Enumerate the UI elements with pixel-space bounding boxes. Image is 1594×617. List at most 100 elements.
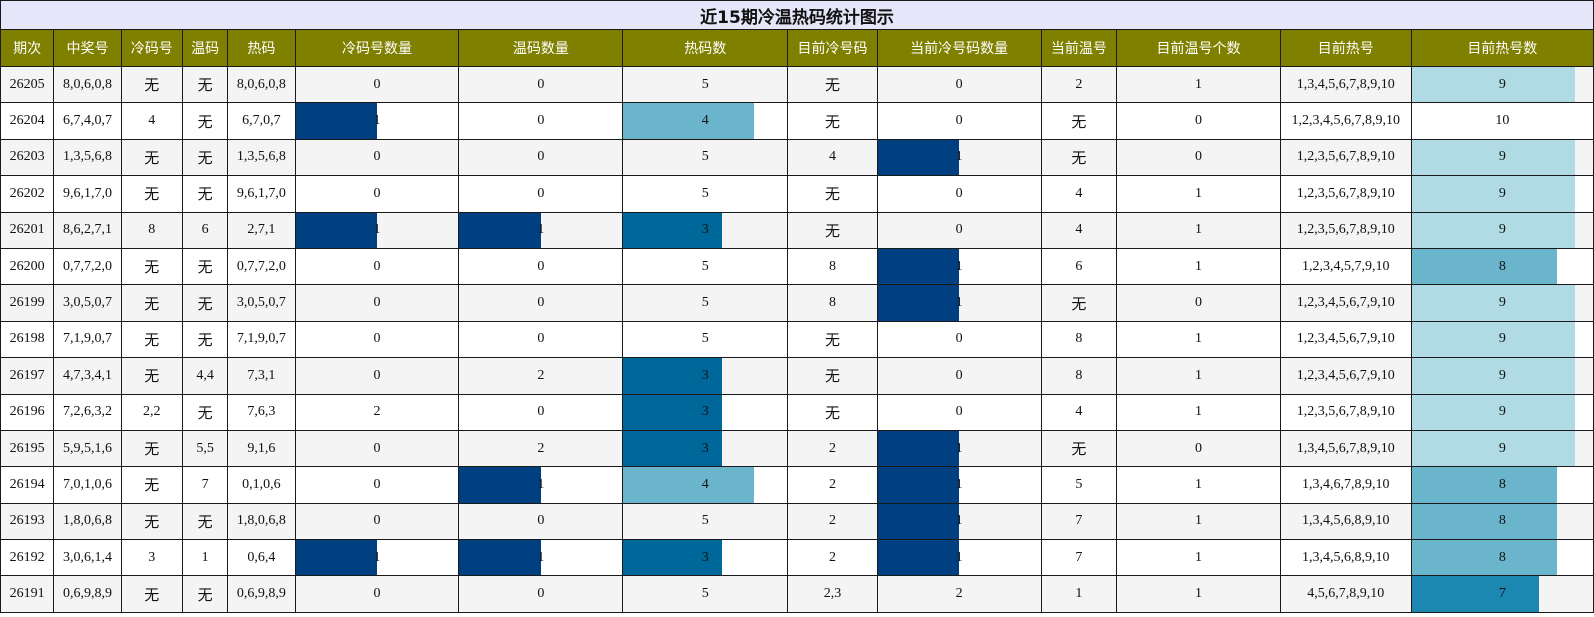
table-cell: 0: [294, 320, 460, 359]
table-cell: 1: [458, 466, 624, 504]
cell-value: 0: [373, 586, 381, 602]
table-cell: 6,7,4,0,7: [53, 102, 122, 140]
table-cell: 4,4: [181, 357, 229, 395]
table-cell: 0,1,0,6: [227, 466, 296, 504]
table-cell: 5,9,5,1,6: [53, 429, 122, 468]
table-cell: 1: [1116, 575, 1281, 613]
table-cell: 8: [1410, 466, 1594, 504]
data-bar: [1412, 285, 1575, 321]
column-header: 温码: [181, 29, 229, 67]
cell-value: 0: [373, 76, 381, 92]
table-cell: 7,6,3: [227, 393, 296, 431]
table-cell: 2: [876, 575, 1042, 613]
cell-value: 0: [373, 476, 381, 492]
cell-value: 5: [701, 513, 709, 529]
cell-value: 9: [1498, 76, 1506, 92]
table-cell: 无: [181, 175, 229, 213]
cell-value: 1: [955, 476, 963, 492]
table-cell: 无: [787, 175, 878, 213]
table-row: 26193 1,8,0,6,8 无无 1,8,0,6,8 0 0 5 2 1 7 1 1,3,4,5,…: [0, 502, 1594, 541]
cell-value: 8: [1498, 513, 1506, 529]
table-cell: 1: [294, 102, 460, 140]
table-cell: 5: [622, 65, 789, 104]
table-cell: 1,3,4,5,6,7,8,9,10: [1279, 65, 1412, 104]
data-bar: [878, 431, 960, 466]
cell-value: 0: [373, 331, 381, 347]
cell-value: 5: [701, 295, 709, 311]
table-cell: 7: [1410, 575, 1594, 613]
table-cell: 1,2,3,5,6,7,8,9,10: [1279, 138, 1412, 177]
cell-value: 0: [373, 440, 381, 456]
cell-value: 8: [1498, 258, 1506, 274]
column-header: 当前冷号码数量: [876, 29, 1042, 67]
table-cell: 0: [458, 138, 624, 177]
header-row: 期次 中奖号 冷码号 温码 热码 冷码号数量 温码数量 热码数 目前冷号码 当前冷号码数量 当前温号…: [0, 29, 1594, 67]
table-cell: 无: [120, 320, 183, 359]
table-cell: 1,8,0,6,8: [227, 502, 296, 541]
table-cell: 7: [181, 466, 229, 504]
table-cell: 1: [294, 211, 460, 249]
table-cell: 无: [787, 320, 878, 359]
table-cell: 0,6,4: [227, 539, 296, 577]
table-cell: 1: [1116, 539, 1281, 577]
table-cell: 10: [1410, 102, 1594, 140]
table-cell: 1: [1116, 175, 1281, 213]
table-cell: 无: [181, 284, 229, 322]
table-row: 26199 3,0,5,0,7 无无 3,0,5,0,7 0 0 5 8 1 无 0 1,2,3,4,…: [0, 284, 1594, 322]
cell-value: 5: [701, 185, 709, 201]
data-bar: [1412, 140, 1575, 175]
table-cell: 5: [622, 247, 789, 286]
table-title: 近15期冷温热码统计图示: [0, 0, 1594, 30]
table-cell: 无: [181, 502, 229, 541]
cell-value: 4: [701, 476, 709, 492]
table-cell: 26196: [0, 393, 55, 431]
table-cell: 1: [458, 211, 624, 249]
table-cell: 1: [294, 539, 460, 577]
table-cell: 1: [1116, 357, 1281, 395]
table-cell: 0: [294, 502, 460, 541]
table-cell: 0: [294, 247, 460, 286]
data-bar: [878, 540, 960, 575]
cell-value: 0: [537, 149, 545, 165]
table-cell: 无: [120, 357, 183, 395]
table-cell: 9: [1410, 284, 1594, 322]
data-bar: [623, 358, 722, 394]
data-bar: [1412, 358, 1575, 394]
table-cell: 5: [1040, 466, 1118, 504]
table-cell: 9: [1410, 175, 1594, 213]
table-cell: 1,2,3,5,6,7,8,9,10: [1279, 211, 1412, 249]
table-cell: 0: [876, 175, 1042, 213]
table-cell: 无: [787, 211, 878, 249]
table-cell: 0: [458, 175, 624, 213]
table-cell: 无: [120, 138, 183, 177]
cell-value: 7: [1498, 586, 1506, 602]
column-header: 期次: [0, 29, 55, 67]
table-cell: 7: [1040, 539, 1118, 577]
cell-value: 4: [701, 113, 709, 129]
table-cell: 9,1,6: [227, 429, 296, 468]
cell-value: 2: [537, 367, 545, 383]
table-cell: 26193: [0, 502, 55, 541]
table-cell: 9: [1410, 357, 1594, 395]
table-cell: 5: [622, 138, 789, 177]
table-cell: 1: [876, 466, 1042, 504]
cell-value: 1: [955, 258, 963, 274]
cell-value: 1: [955, 440, 963, 456]
table-cell: 26201: [0, 211, 55, 249]
table-cell: 无: [120, 284, 183, 322]
table-cell: 9: [1410, 393, 1594, 431]
table-cell: 5: [622, 320, 789, 359]
cell-value: 3: [701, 222, 709, 238]
table-cell: 9,6,1,7,0: [227, 175, 296, 213]
table-cell: 无: [787, 65, 878, 104]
data-bar: [1412, 322, 1575, 357]
table-cell: 8: [1410, 247, 1594, 286]
table-cell: 7,1,9,0,7: [53, 320, 122, 359]
table-cell: 3: [622, 539, 789, 577]
table-cell: 1: [876, 284, 1042, 322]
table-cell: 26194: [0, 466, 55, 504]
table-cell: 1: [876, 247, 1042, 286]
cell-value: 2: [537, 440, 545, 456]
table-row: 26192 3,0,6,1,4 3 1 0,6,4 1 1 3 2 1 7 1 1,3,4,5,6,8,…: [0, 539, 1594, 577]
